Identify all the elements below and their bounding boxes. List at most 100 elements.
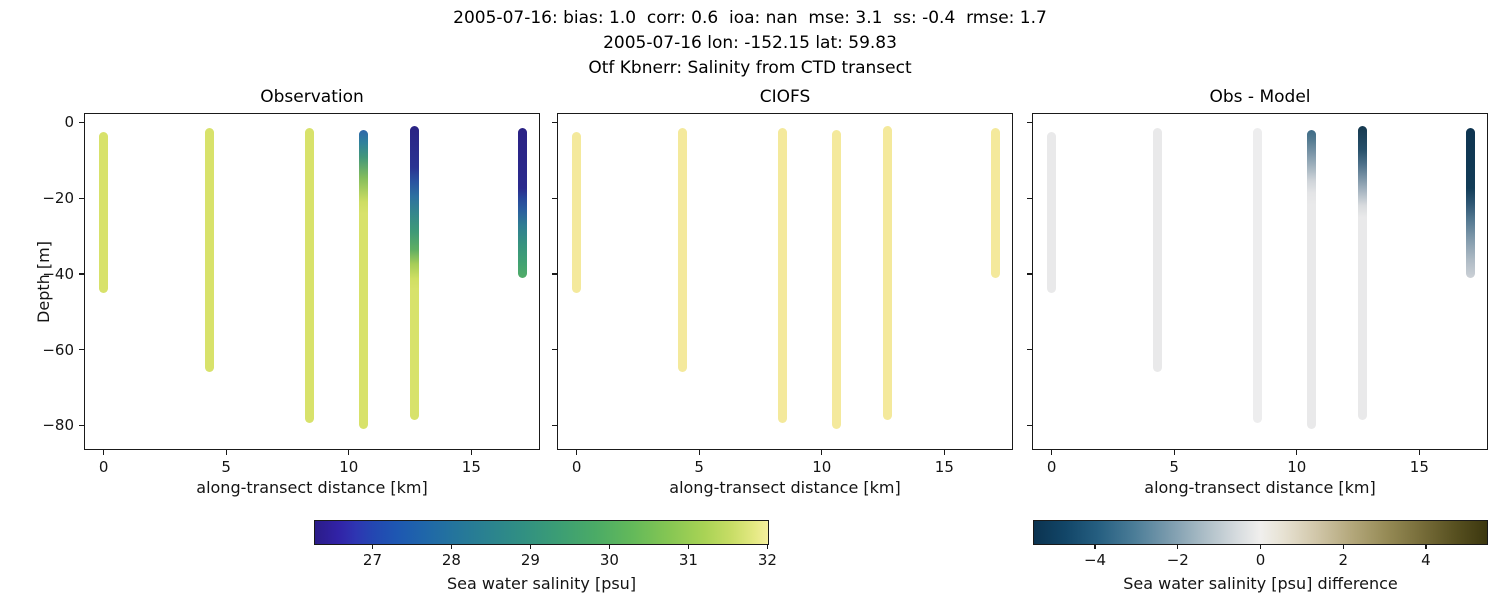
y-tick	[1027, 273, 1032, 275]
x-tick-label: 5	[694, 458, 704, 476]
colorbar-tick	[1425, 545, 1427, 549]
x-tick-label: 10	[339, 458, 359, 476]
y-tick	[1027, 121, 1032, 124]
y-tick-label: −20	[42, 189, 74, 208]
colorbar-label: Sea water salinity [psu]	[446, 574, 637, 593]
x-tick-label: 15	[934, 458, 954, 476]
colorbar-tick	[450, 545, 453, 549]
colorbar-tick	[371, 545, 374, 549]
colorbar-tick	[687, 545, 689, 549]
profile-bar	[358, 130, 368, 430]
profile-bar	[204, 128, 214, 373]
x-tick-label: 0	[1046, 458, 1057, 476]
y-tick-label: 0	[64, 113, 74, 132]
profile-bar	[1047, 131, 1057, 293]
colorbar	[314, 520, 769, 545]
y-tick	[1027, 424, 1032, 426]
colorbar	[1033, 520, 1488, 545]
colorbar-tick	[1177, 545, 1179, 549]
profile-bar	[410, 126, 420, 420]
colorbar-tick-label: −4	[1083, 551, 1107, 569]
x-tick	[470, 450, 472, 455]
colorbar-label: Sea water salinity [psu] difference	[1123, 574, 1398, 593]
colorbar-tick	[1342, 545, 1344, 549]
y-tick-label: −80	[42, 416, 74, 435]
colorbar-tick-label: 29	[520, 551, 540, 569]
profile-bar	[831, 130, 841, 430]
profile-bar	[305, 128, 315, 424]
y-tick	[79, 424, 84, 426]
colorbar-tick	[1094, 545, 1096, 549]
x-tick	[348, 450, 350, 455]
colorbar-tick	[766, 545, 768, 549]
x-tick	[1418, 450, 1420, 455]
y-tick	[552, 121, 557, 124]
colorbar-tick-label: 31	[678, 551, 698, 569]
colorbar-tick-label: 4	[1421, 551, 1431, 569]
x-tick-label: 15	[461, 458, 481, 476]
profile-bar	[1466, 128, 1476, 278]
colorbar-tick	[1259, 545, 1262, 549]
y-tick	[1027, 349, 1032, 351]
colorbar-tick-label: 2	[1338, 551, 1348, 569]
profile-bar	[518, 128, 528, 278]
x-tick-label: 10	[812, 458, 832, 476]
x-axis-label: along-transect distance [km]	[196, 478, 428, 497]
profile-bar	[1306, 130, 1316, 430]
y-tick	[79, 197, 84, 199]
x-axis-label: along-transect distance [km]	[669, 478, 901, 497]
y-tick	[552, 273, 557, 275]
x-tick-label: 0	[98, 458, 109, 476]
x-tick	[225, 450, 227, 455]
y-tick	[552, 197, 557, 199]
profile-bar	[1152, 128, 1162, 373]
suptitle-line-2: 2005-07-16 lon: -152.15 lat: 59.83	[603, 33, 897, 53]
profile-bar	[991, 128, 1001, 278]
colorbar-tick-label: 32	[757, 551, 777, 569]
panel-title: Observation	[260, 87, 364, 107]
y-tick-label: −40	[42, 264, 74, 283]
x-tick	[698, 450, 700, 455]
colorbar-tick-label: 27	[362, 551, 382, 569]
x-tick	[1051, 450, 1053, 455]
profile-bar	[677, 128, 687, 373]
colorbar-tick-label: 0	[1255, 551, 1266, 569]
profile-bar	[778, 128, 788, 424]
y-tick	[79, 349, 84, 351]
x-tick	[576, 450, 578, 455]
x-tick-label: 15	[1409, 458, 1429, 476]
profile-bar	[99, 131, 109, 293]
x-tick	[943, 450, 945, 455]
y-tick	[552, 349, 557, 351]
suptitle-line-1: 2005-07-16: bias: 1.0 corr: 0.6 ioa: nan…	[453, 8, 1047, 28]
y-tick-label: −60	[42, 340, 74, 359]
x-axis-label: along-transect distance [km]	[1144, 478, 1376, 497]
colorbar-tick	[529, 545, 532, 549]
x-tick-label: 5	[1169, 458, 1179, 476]
profile-bar	[1253, 128, 1263, 424]
x-tick	[1296, 450, 1298, 455]
y-tick	[1027, 197, 1032, 199]
x-tick-label: 0	[571, 458, 582, 476]
y-tick	[552, 424, 557, 426]
panel-title: Obs - Model	[1209, 87, 1311, 107]
profile-bar	[572, 131, 582, 293]
x-tick	[1173, 450, 1175, 455]
profile-bar	[1358, 126, 1368, 420]
colorbar-tick-label: 28	[441, 551, 461, 569]
colorbar-tick-label: 30	[599, 551, 619, 569]
colorbar-tick	[608, 545, 611, 549]
x-tick-label: 10	[1287, 458, 1307, 476]
colorbar-tick-label: −2	[1166, 551, 1189, 569]
profile-bar	[883, 126, 893, 420]
x-tick	[103, 450, 105, 455]
x-tick	[821, 450, 823, 455]
panel-title: CIOFS	[759, 87, 811, 107]
y-tick	[79, 121, 84, 124]
suptitle-line-3: Otf Kbnerr: Salinity from CTD transect	[588, 58, 912, 78]
x-tick-label: 5	[221, 458, 231, 476]
y-tick	[79, 273, 84, 275]
